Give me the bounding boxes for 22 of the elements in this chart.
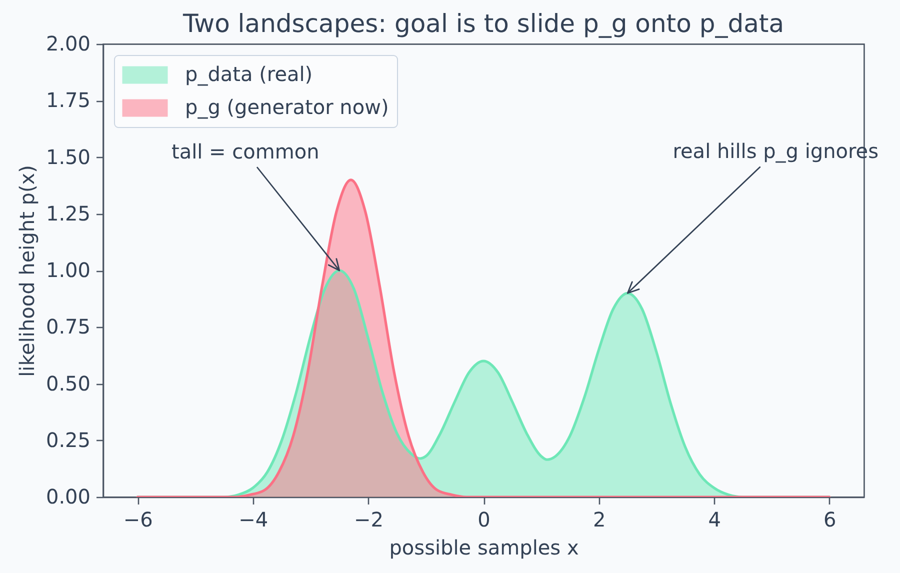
x-tick-label: 0 <box>478 508 490 532</box>
y-tick-label: 1.00 <box>46 258 90 282</box>
x-tick-label: 2 <box>592 508 606 532</box>
y-tick-label: 0.75 <box>46 314 90 339</box>
y-tick-label: 1.50 <box>46 144 90 169</box>
y-tick-label: 1.75 <box>46 88 90 112</box>
x-tick-label: −6 <box>123 508 153 532</box>
x-axis-title: possible samples x <box>389 536 579 560</box>
y-tick-label: 2.00 <box>46 32 90 56</box>
x-tick-label: 4 <box>708 508 721 532</box>
x-tick-label: −2 <box>354 508 384 532</box>
x-tick-label: 6 <box>824 508 836 532</box>
chart-title: Two landscapes: goal is to slide p_g onto p_data <box>182 9 784 38</box>
y-tick-label: 0.50 <box>46 371 90 396</box>
legend-label: p_data (real) <box>185 62 313 86</box>
annotation: tall = common <box>171 140 320 164</box>
y-tick-label: 1.25 <box>46 201 90 226</box>
x-tick-label: −4 <box>238 508 268 532</box>
y-axis-title: likelihood height p(x) <box>14 165 39 377</box>
y-tick-label: 0.25 <box>46 428 90 452</box>
legend-label: p_g (generator now) <box>185 95 389 119</box>
y-tick-label: 0.00 <box>46 484 90 508</box>
